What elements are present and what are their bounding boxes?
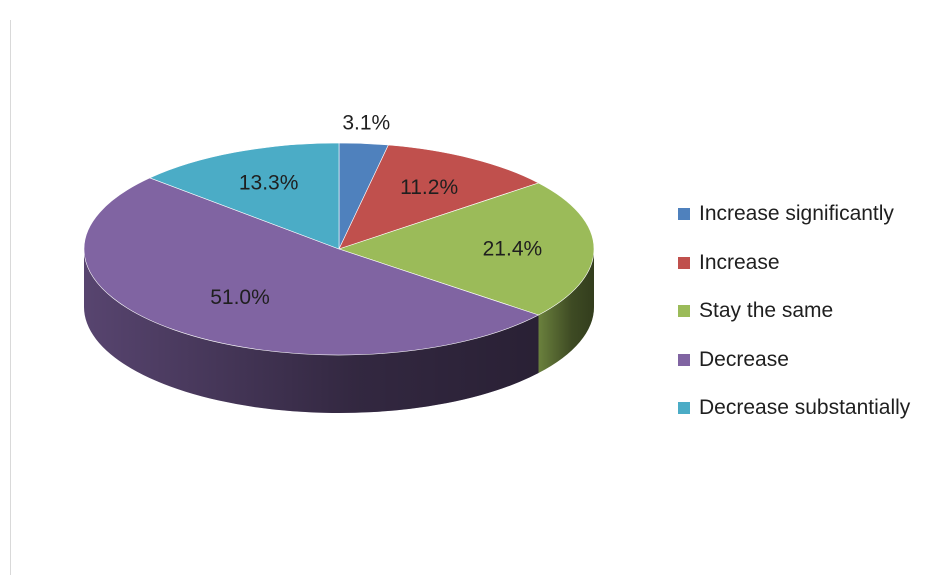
legend-swatch bbox=[678, 353, 690, 366]
legend-label: Decrease substantially bbox=[699, 396, 911, 420]
pie-slice-4 bbox=[149, 142, 340, 250]
pie-slice-3 bbox=[83, 177, 540, 356]
legend-label: Increase significantly bbox=[699, 202, 894, 226]
legend-swatch bbox=[678, 402, 690, 415]
slice-label-0: 3.1% bbox=[342, 111, 390, 134]
legend: Increase significantly Increase Stay the s… bbox=[678, 190, 910, 433]
chart-frame bbox=[10, 20, 945, 575]
legend-item: Increase significantly bbox=[678, 190, 910, 239]
legend-item: Decrease bbox=[678, 336, 910, 385]
pie-slice-2 bbox=[338, 182, 595, 316]
slice-label-2: 21.4% bbox=[483, 238, 543, 261]
pie-slice-1 bbox=[338, 144, 540, 250]
pie-side-shade-3 bbox=[83, 249, 539, 413]
slice-label-4: 13.3% bbox=[239, 172, 299, 195]
legend-label: Increase bbox=[699, 250, 780, 274]
legend-item: Stay the same bbox=[678, 287, 910, 336]
slice-label-1: 11.2% bbox=[400, 176, 458, 199]
legend-label: Decrease bbox=[699, 347, 789, 371]
pie-side-shade-2 bbox=[538, 249, 594, 374]
legend-item: Decrease substantially bbox=[678, 384, 910, 433]
legend-label: Stay the same bbox=[699, 299, 834, 323]
legend-swatch bbox=[678, 305, 690, 318]
legend-swatch bbox=[678, 208, 690, 221]
slice-label-3: 51.0% bbox=[210, 286, 270, 309]
pie-sides bbox=[83, 249, 594, 413]
legend-item: Increase bbox=[678, 239, 910, 288]
pie-labels: 3.1% 11.2% 21.4% 51.0% 13.3% bbox=[210, 111, 542, 309]
pie-tops bbox=[83, 142, 595, 356]
legend-swatch bbox=[678, 256, 690, 269]
